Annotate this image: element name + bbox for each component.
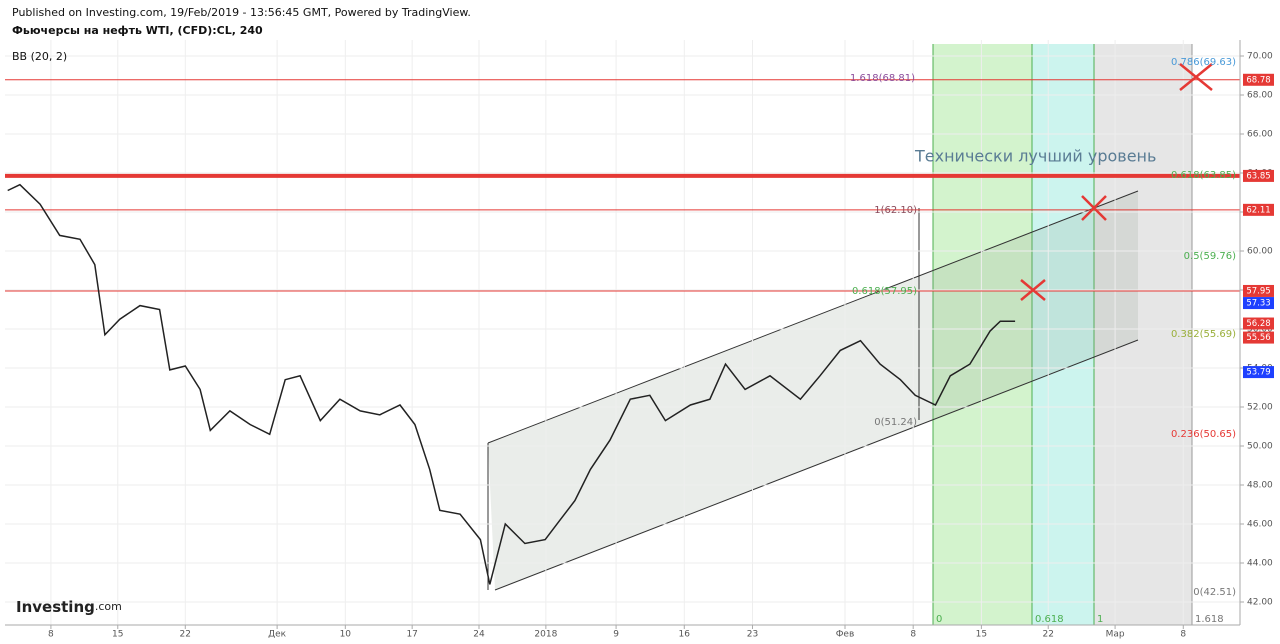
fib-label: 1(62.10) [874, 205, 917, 216]
published: Published on Investing.com, 19/Feb/2019 … [12, 6, 471, 19]
price-label: 63.85 [1246, 171, 1270, 181]
x-marker [1020, 279, 1046, 301]
price-label-box [1243, 284, 1274, 297]
symbol: Фьючерсы на нефть WTI, (CFD):CL, 240 [12, 24, 263, 37]
price-label-box [1243, 331, 1274, 344]
y-tick-label: 60.00 [1247, 246, 1273, 256]
grid [5, 40, 1240, 625]
y-tick-label: 68.00 [1247, 90, 1273, 100]
price-label-box [1243, 366, 1274, 379]
price-label: 57.33 [1246, 299, 1270, 309]
x-tick-label: 10 [340, 630, 352, 640]
price-label: 62.11 [1246, 205, 1270, 215]
x-tick-label: 2018 [534, 630, 557, 640]
fib-label: 0.382(55.69) [1171, 329, 1236, 340]
fib-label: 0.5(59.76) [1184, 251, 1236, 262]
annotation: Технически лучший уровень [914, 147, 1156, 166]
x-tick-label: 9 [613, 630, 619, 640]
x-tick-label: Фев [836, 630, 855, 640]
fib-label: 0.236(50.65) [1171, 429, 1236, 440]
series [7, 183, 1016, 585]
price-label: 55.56 [1246, 333, 1270, 343]
x-marker [1179, 63, 1213, 91]
y-tick-label: 44.00 [1247, 558, 1273, 568]
price-label-box [1243, 169, 1274, 182]
price-label: 56.28 [1246, 319, 1270, 329]
time-fib-label: 1.618 [1195, 614, 1224, 625]
logo-text: Investing [16, 598, 95, 616]
time-zone-cyan [1032, 44, 1094, 625]
price-label-box [1243, 203, 1274, 216]
price-label-box [1243, 317, 1274, 330]
price-label-box [1243, 297, 1274, 310]
x-tick-label: 15 [112, 630, 123, 640]
x-tick-label: Дек [268, 630, 287, 640]
y-tick-label: 70.00 [1247, 51, 1273, 61]
time-fib-label: 1 [1097, 614, 1103, 625]
logo: Investing.com [16, 598, 122, 616]
time-zone-green [933, 44, 1032, 625]
x-tick-label: 8 [48, 630, 54, 640]
y-tick-label: 48.00 [1247, 480, 1273, 490]
x-marker [1081, 195, 1107, 221]
x-tick-label: 22 [180, 630, 191, 640]
channel-lower [494, 339, 1139, 591]
x-tick-label: 8 [1180, 630, 1186, 640]
x-markers [1020, 63, 1213, 301]
y-tick-label: 52.00 [1247, 402, 1273, 412]
y-tick-label: 46.00 [1247, 519, 1273, 529]
fib-label: 0.786(69.63) [1171, 57, 1236, 68]
y-tick-label: 42.00 [1247, 597, 1273, 607]
time-fib-label: 0.618 [1035, 614, 1064, 625]
x-tick-label: 17 [406, 630, 417, 640]
fib-label: 0(42.51) [1193, 587, 1236, 598]
price-label: 68.78 [1246, 75, 1270, 85]
time-zone-gray [1094, 44, 1192, 625]
time-fib-label: 0 [936, 614, 942, 625]
price-label: 53.79 [1246, 368, 1270, 378]
x-tick-label: 8 [910, 630, 916, 640]
channel-upper [487, 190, 1139, 444]
x-tick-label: 23 [747, 630, 758, 640]
x-tick-label: 15 [976, 630, 987, 640]
indicator: BB (20, 2) [12, 50, 67, 63]
x-tick-label: Мар [1106, 630, 1125, 640]
price-line [7, 183, 1016, 585]
fib-label: 0(51.24) [874, 417, 917, 428]
price-label: 57.95 [1246, 286, 1270, 296]
fib-label: 0.618(57.95) [852, 286, 917, 297]
x-tick-label: 16 [679, 630, 691, 640]
logo-suffix: .com [95, 600, 122, 613]
price-label-box [1243, 73, 1274, 86]
y-tick-label: 50.00 [1247, 441, 1273, 451]
fib-label: 0.618(63.85) [1171, 170, 1236, 181]
x-tick-label: 24 [473, 630, 485, 640]
fib-label: 1.618(68.81) [850, 73, 915, 84]
x-tick-label: 22 [1043, 630, 1054, 640]
y-tick-label: 66.00 [1247, 129, 1273, 139]
